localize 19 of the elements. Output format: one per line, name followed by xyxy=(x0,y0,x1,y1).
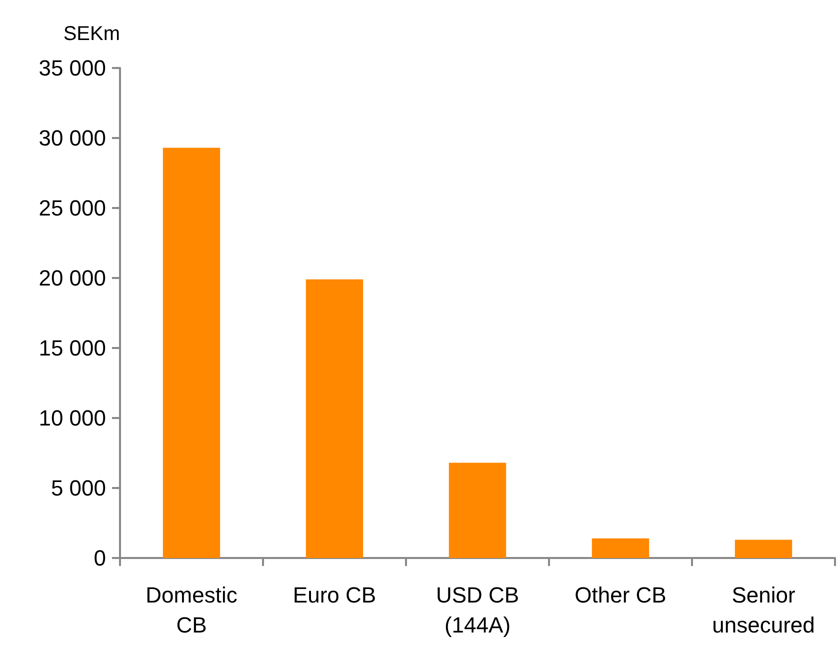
x-tick-label: Senior unsecured xyxy=(712,582,815,638)
bar xyxy=(306,279,364,558)
y-axis-title: SEKm xyxy=(63,23,120,45)
x-tick-label: Other CB xyxy=(574,582,666,608)
x-tick-label: Euro CB xyxy=(292,582,376,608)
y-tick-label: 30 000 xyxy=(38,126,106,150)
y-tick-label: 10 000 xyxy=(38,406,106,430)
y-tick-label: 35 000 xyxy=(38,56,106,80)
y-tick-label: 0 xyxy=(94,546,106,570)
x-tick-label: USD CB (144A) xyxy=(436,582,520,638)
y-tick-label: 15 000 xyxy=(38,336,106,360)
y-tick-label: 20 000 xyxy=(38,266,106,290)
y-tick-label: 25 000 xyxy=(38,196,106,220)
bar xyxy=(734,540,792,558)
x-tick-label: Domestic CB xyxy=(146,582,238,638)
bar xyxy=(448,462,506,558)
bar xyxy=(592,538,650,558)
y-tick-label: 5 000 xyxy=(50,476,106,500)
bar xyxy=(162,148,220,558)
